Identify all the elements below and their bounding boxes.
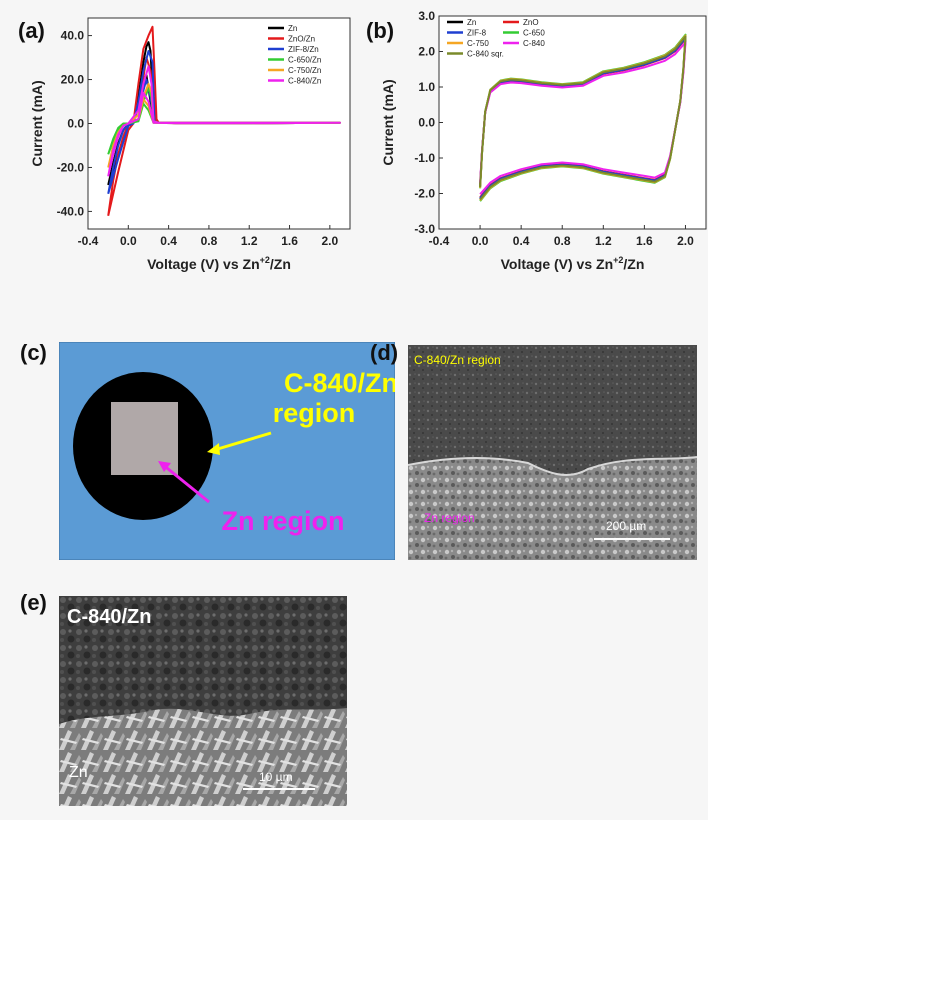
- legend-label: ZnO/Zn: [288, 35, 315, 44]
- panel-label-c: (c): [20, 340, 47, 365]
- schematic-c: C-840/Zn region Zn region: [59, 342, 395, 560]
- y-tick-label: -1.0: [414, 151, 435, 165]
- y-tick-label: 0.0: [418, 116, 435, 130]
- y-tick-label: 0.0: [67, 117, 84, 131]
- y-tick-label: 3.0: [418, 9, 435, 23]
- y-tick-label: 1.0: [418, 80, 435, 94]
- x-tick-label: 0.0: [120, 234, 137, 248]
- y-tick-label: 40.0: [61, 29, 85, 43]
- magenta-arrow-head: [158, 461, 171, 472]
- x-tick-label: 2.0: [677, 234, 694, 248]
- legend-label: C-840: [523, 39, 545, 48]
- x-axis-label: Voltage (V) vs Zn+2/Zn: [147, 255, 291, 272]
- x-tick-label: 1.2: [595, 234, 612, 248]
- y-tick-label: -20.0: [57, 160, 85, 174]
- y-tick-label: 20.0: [61, 73, 85, 87]
- series-line-c-840-zn: [107, 65, 341, 177]
- sem-e-bottom-region: [59, 708, 347, 806]
- legend-label: ZnO: [523, 18, 539, 27]
- panel-label-e: (e): [20, 590, 47, 615]
- legend-label: Zn: [288, 24, 297, 33]
- x-tick-label: -0.4: [429, 234, 450, 248]
- x-tick-label: 1.6: [281, 234, 298, 248]
- y-axis-label: Current (mA): [380, 79, 396, 165]
- chart-b-cv-plot: -0.4 0.0 0.4 0.8 1.2 1.6 2.0 -3.0 -2.0 -1.0 0.0 1.0…: [380, 9, 707, 272]
- panel-label-d: (d): [370, 340, 399, 365]
- sem-d-bottom-region: [408, 457, 697, 560]
- c840-region-label-line1: C-840/Zn: [284, 368, 395, 398]
- panel-label-b: (b): [366, 18, 395, 43]
- x-tick-label: 0.4: [160, 234, 177, 248]
- sem-texture-e: [59, 596, 347, 806]
- series-line-c-840-sqr-: [479, 35, 687, 201]
- legend-label: C-650/Zn: [288, 56, 321, 65]
- sem-image-e: C-840/Zn Zn 10 µm: [59, 596, 347, 806]
- figure-panel: (a) -0.4 0.0 0.4 0.8 1.2 1.6 2.0 -40.0 -20.0 0.0 2…: [18, 9, 707, 806]
- x-tick-label: 0.0: [472, 234, 489, 248]
- sem-d-c840-label: C-840/Zn region: [414, 353, 501, 367]
- y-tick-label: -2.0: [414, 187, 435, 201]
- x-tick-label: -0.4: [78, 234, 99, 248]
- sem-d-interface: [408, 456, 697, 476]
- sem-e-c840-label: C-840/Zn: [67, 606, 152, 628]
- sem-e-scale-label: 10 µm: [259, 770, 293, 784]
- legend-label: C-840 sqr.: [467, 50, 504, 59]
- x-tick-label: 0.4: [513, 234, 530, 248]
- sem-e-zn-label: Zn: [69, 764, 88, 781]
- x-tick-label: 1.2: [241, 234, 258, 248]
- legend-label: C-840/Zn: [288, 77, 321, 86]
- chart-a-cv-plot: -0.4 0.0 0.4 0.8 1.2 1.6 2.0 -40.0 -20.0 0.0 20.0 4…: [29, 17, 351, 272]
- y-axis-label: Current (mA): [29, 80, 45, 166]
- sem-texture-d: [408, 345, 697, 560]
- sem-d-scale-label: 200 µm: [606, 519, 647, 533]
- legend-label: Zn: [467, 18, 476, 27]
- sem-d-scale-bar: [594, 538, 670, 540]
- legend-label: C-750: [467, 39, 489, 48]
- y-tick-label: 2.0: [418, 45, 435, 59]
- yellow-arrow-head: [207, 443, 220, 455]
- yellow-arrow: [210, 431, 272, 453]
- zn-region-label: Zn region: [222, 506, 345, 536]
- legend-label: C-650: [523, 29, 545, 38]
- sem-e-scale-bar: [243, 788, 315, 790]
- panel-label-a: (a): [18, 18, 45, 43]
- x-axis-label: Voltage (V) vs Zn+2/Zn: [501, 255, 645, 272]
- y-tick-label: -40.0: [57, 204, 85, 218]
- legend-label: ZIF-8/Zn: [288, 45, 319, 54]
- x-tick-label: 1.6: [636, 234, 653, 248]
- x-tick-label: 0.8: [554, 234, 571, 248]
- x-tick-label: 2.0: [322, 234, 339, 248]
- x-tick-label: 0.8: [201, 234, 218, 248]
- sem-image-d: C-840/Zn region Zn region 200 µm: [408, 345, 697, 560]
- legend-label: ZIF-8: [467, 29, 487, 38]
- sem-d-zn-label: Zn region: [424, 511, 475, 525]
- magenta-arrow: [161, 462, 210, 504]
- c840-region-label-line2: region: [273, 398, 356, 428]
- y-tick-label: -3.0: [414, 222, 435, 236]
- legend-label: C-750/Zn: [288, 66, 321, 75]
